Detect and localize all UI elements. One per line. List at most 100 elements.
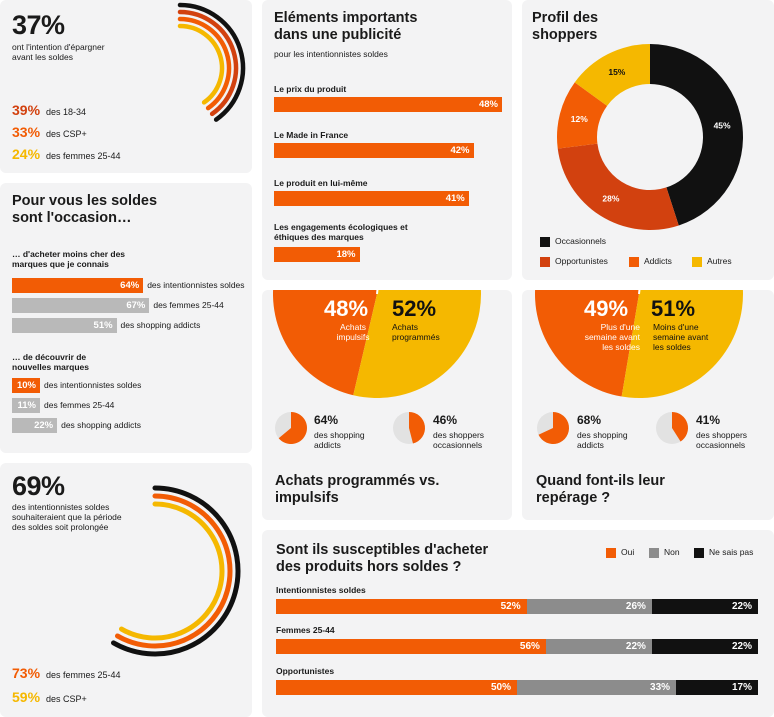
occasion-bar: 64% <box>12 278 144 293</box>
timing-left-label: Plus d'une semaine avant les soldes <box>584 322 640 352</box>
pie-slice <box>353 290 482 398</box>
legend-swatch <box>629 256 639 267</box>
legend-swatch <box>649 547 659 558</box>
purchase-title: Achats programmés vs. impulsifs <box>275 473 440 506</box>
occasion-bar: 51% <box>12 318 117 333</box>
savings-desc: ont l'intention d'épargner avant les sol… <box>12 42 105 62</box>
mini-pie-slice <box>278 412 307 444</box>
legend-occasionnels: Occasionnels <box>540 236 606 247</box>
savings-stat-label: des 18-34 <box>46 107 87 117</box>
arc <box>177 9 239 117</box>
timing-mini-pct: 41% <box>696 413 721 427</box>
occasion-bar: 10% <box>12 378 40 393</box>
savings-big-pct: 37% <box>12 10 65 40</box>
savings-stat-pct: 24% <box>12 146 41 162</box>
donut-slice <box>557 143 679 230</box>
arc <box>119 501 225 641</box>
arc <box>115 493 233 649</box>
timing-pie <box>535 290 743 398</box>
arc <box>111 485 241 657</box>
legend-swatch <box>694 547 704 558</box>
hors-soldes-row-label: Femmes 25-44 <box>276 625 335 635</box>
savings-stat-pct: 33% <box>12 124 41 140</box>
occasion-bar: 67% <box>12 298 150 313</box>
donut-slice-label: 12% <box>571 114 588 124</box>
ad-title: Eléments importants dans une publicité <box>274 10 418 43</box>
mini-pie-slice <box>538 412 569 444</box>
ad-card: Eléments importants dans une publicité p… <box>262 0 512 280</box>
prolong-big-pct: 69% <box>12 471 65 501</box>
occasion-title: Pour vous les soldes sont l'occasion… <box>12 193 158 226</box>
legend-ne-sais-pas: Ne sais pas <box>694 547 753 558</box>
legend-swatch <box>606 547 616 558</box>
ad-item-label: Le Made in France <box>274 130 349 140</box>
purchase-pie <box>273 290 482 398</box>
timing-left-pct: 49% <box>584 296 629 321</box>
prolong-arcs <box>111 485 241 657</box>
pie-slice <box>535 290 640 397</box>
purchase-card: 48% Achats impulsifs 52% Achats programm… <box>262 290 512 520</box>
timing-mini-label: des shopping addicts <box>577 430 628 450</box>
timing-mini-pies <box>537 412 688 444</box>
timing-right-pct: 51% <box>651 296 696 321</box>
profile-donut: 45% 28% 12% 15% <box>557 44 743 230</box>
purchase-right-label: Achats programmés <box>392 322 440 342</box>
prolong-stat: 59% des CSP+ <box>12 689 87 705</box>
donut-slice <box>557 82 608 149</box>
stacked-segment: 50% <box>276 680 517 695</box>
arc <box>177 23 225 105</box>
stacked-segment: 56% <box>276 639 546 654</box>
savings-stat-label: des femmes 25-44 <box>46 151 121 161</box>
purchase-mini-label: des shopping addicts <box>314 430 365 450</box>
legend-non: Non <box>649 547 680 558</box>
timing-title: Quand font-ils leur repérage ? <box>536 473 665 506</box>
pie-slice <box>621 290 743 398</box>
hors-soldes-title: Sont ils susceptibles d'acheter des prod… <box>276 542 489 575</box>
donut-slice-label: 28% <box>602 194 619 204</box>
savings-stat: 33% des CSP+ <box>12 124 87 140</box>
ad-bar: 42% <box>274 143 474 158</box>
stacked-segment: 52% <box>276 599 527 614</box>
legend-label: Opportunistes <box>555 256 608 266</box>
ad-bar: 18% <box>274 247 360 262</box>
occasion-group-heading: … d'acheter moins cher des marques que j… <box>12 249 126 269</box>
prolong-stat-label: des femmes 25-44 <box>46 670 121 680</box>
hors-soldes-row-label: Opportunistes <box>276 666 335 676</box>
stacked-segment: 33% <box>517 680 677 695</box>
occasion-bar: 11% <box>12 398 40 413</box>
timing-mini-label: des shoppers occasionnels <box>696 430 748 450</box>
donut-slice-label: 15% <box>608 67 625 77</box>
timing-right-label: Moins d'une semaine avant les soldes <box>653 322 709 352</box>
legend-label: Oui <box>621 547 635 557</box>
pie-slice <box>273 290 378 396</box>
purchase-left-label: Achats impulsifs <box>336 322 370 342</box>
mini-pie-slice <box>672 412 688 442</box>
arc <box>177 2 246 122</box>
legend-label: Addicts <box>644 256 672 266</box>
legend-addicts: Addicts <box>629 256 672 267</box>
ad-bar: 41% <box>274 191 469 206</box>
purchase-left-pct: 48% <box>324 296 369 321</box>
stacked-segment: 17% <box>676 680 758 695</box>
legend-swatch <box>692 256 702 267</box>
prolong-desc: des intentionnistes soldes souhaiteraien… <box>12 502 122 532</box>
legend-opportunistes: Opportunistes <box>540 256 608 267</box>
savings-stat-pct: 39% <box>12 102 41 118</box>
hors-soldes-card: Sont ils susceptibles d'acheter des prod… <box>262 530 774 717</box>
legend-label: Autres <box>707 256 732 266</box>
legend-label: Ne sais pas <box>709 547 754 557</box>
prolong-stat-pct: 73% <box>12 665 41 681</box>
prolong-stat: 73% des femmes 25-44 <box>12 665 121 681</box>
stacked-segment: 22% <box>545 639 652 654</box>
occasion-bar-label: des femmes 25-44 <box>153 300 224 310</box>
stacked-segment: 22% <box>651 599 758 614</box>
legend-autres: Autres <box>692 256 732 267</box>
donut-slice <box>650 44 743 226</box>
prolong-stat-pct: 59% <box>12 689 41 705</box>
prolong-card: 69% des intentionnistes soldes souhaiter… <box>0 463 252 717</box>
purchase-mini-pct: 64% <box>314 413 339 427</box>
occasion-bar-label: des intentionnistes soldes <box>147 280 245 290</box>
ad-item-label: Les engagements écologiques et éthiques … <box>274 222 408 242</box>
donut-slice <box>574 44 650 106</box>
stacked-segment: 22% <box>651 639 758 654</box>
